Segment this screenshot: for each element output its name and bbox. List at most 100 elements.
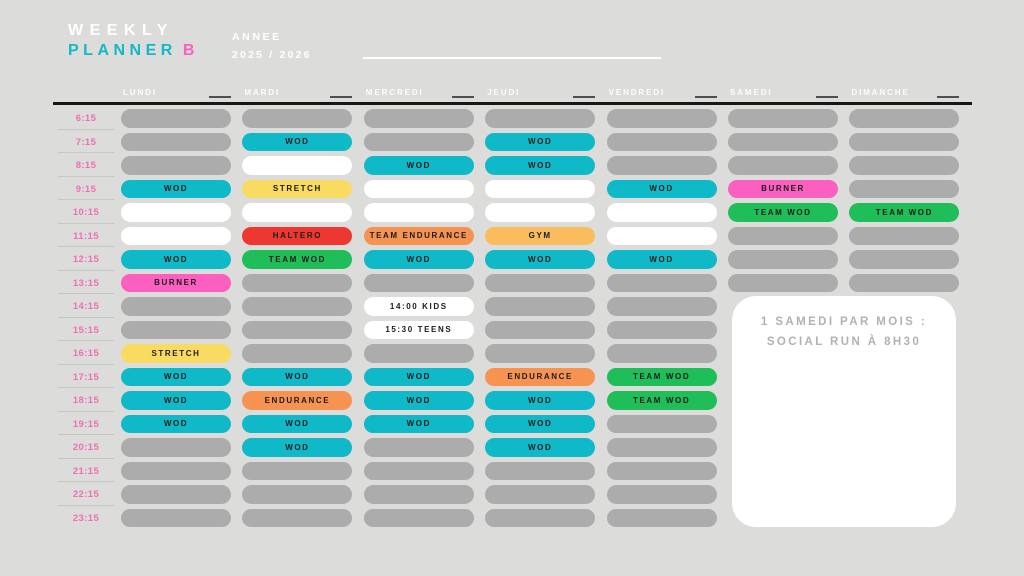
- activity-pill-wod: WOD: [485, 438, 596, 457]
- time-label-615: 6:15: [75, 113, 97, 124]
- activity-pill-wod: WOD: [363, 156, 474, 175]
- note-line-2: SOCIAL RUN À 8H30: [766, 336, 922, 349]
- time-row-separator: [58, 316, 114, 318]
- empty-slot-pill: [485, 461, 596, 480]
- empty-slot-pill: [363, 109, 474, 128]
- time-label-1215: 12:15: [72, 254, 100, 265]
- blank-white-slot-pill: [121, 203, 231, 222]
- time-label-1815: 18:15: [72, 395, 100, 406]
- title-variant-b: B: [182, 42, 195, 59]
- activity-pill-stretch: STRETCH: [121, 344, 231, 363]
- day-header-dash: [937, 96, 960, 98]
- empty-slot-pill: [121, 485, 231, 504]
- day-header-mardi: MARDI: [244, 88, 281, 97]
- empty-slot-pill: [849, 179, 960, 198]
- activity-pill-wod: WOD: [242, 414, 353, 433]
- activity-pill-wod: WOD: [242, 438, 353, 457]
- empty-slot-pill: [121, 156, 231, 175]
- year-label: ANNEE: [232, 31, 282, 43]
- empty-slot-pill: [242, 508, 353, 527]
- blank-white-slot-pill: [606, 226, 717, 245]
- day-header-dash: [330, 96, 353, 98]
- title-planner-text: PLANNER: [68, 42, 177, 59]
- empty-slot-pill: [485, 109, 596, 128]
- time-row-separator: [58, 246, 114, 247]
- time-row-separator: [58, 363, 114, 365]
- day-header-mercredi: MERCREDI: [365, 88, 424, 97]
- activity-pill-team-wod: TEAM WOD: [606, 367, 717, 386]
- activity-pill-wod: WOD: [121, 179, 231, 198]
- empty-slot-pill: [728, 156, 838, 175]
- empty-slot-pill: [485, 273, 596, 292]
- activity-pill-stretch: STRETCH: [242, 179, 353, 198]
- activity-pill-14-00-kids: 14:00 KIDS: [363, 297, 474, 316]
- empty-slot-pill: [849, 156, 960, 175]
- empty-slot-pill: [728, 273, 838, 292]
- empty-slot-pill: [606, 320, 717, 339]
- day-header-dimanche: DIMANCHE: [851, 88, 910, 97]
- empty-slot-pill: [242, 485, 353, 504]
- time-row-separator: [58, 340, 114, 341]
- title-weekly: WEEKLY: [68, 22, 174, 39]
- empty-slot-pill: [363, 438, 474, 457]
- empty-slot-pill: [242, 273, 353, 292]
- header-blank-line: [363, 57, 661, 59]
- activity-pill-wod: WOD: [606, 250, 717, 269]
- empty-slot-pill: [485, 344, 596, 363]
- activity-pill-wod: WOD: [485, 132, 596, 151]
- blank-white-slot-pill: [242, 156, 353, 175]
- empty-slot-pill: [606, 132, 717, 151]
- activity-pill-wod: WOD: [363, 391, 474, 410]
- empty-slot-pill: [121, 438, 231, 457]
- empty-slot-pill: [606, 414, 717, 433]
- header-divider-rule: [53, 102, 972, 105]
- activity-pill-team-wod: TEAM WOD: [606, 391, 717, 410]
- activity-pill-wod: WOD: [121, 250, 231, 269]
- empty-slot-pill: [242, 109, 353, 128]
- activity-pill-15-30-teens: 15:30 TEENS: [363, 320, 474, 339]
- day-header-dash: [209, 96, 231, 98]
- empty-slot-pill: [849, 109, 960, 128]
- activity-pill-wod: WOD: [606, 179, 717, 198]
- year-value: 2025 / 2026: [232, 49, 312, 61]
- title-planner: PLANNER B: [68, 41, 194, 61]
- empty-slot-pill: [728, 226, 838, 245]
- activity-pill-wod: WOD: [121, 391, 231, 410]
- empty-slot-pill: [606, 109, 717, 128]
- blank-white-slot-pill: [485, 179, 596, 198]
- day-header-dash: [694, 96, 717, 98]
- empty-slot-pill: [606, 438, 717, 457]
- activity-pill-team-wod: TEAM WOD: [849, 203, 960, 222]
- time-label-915: 9:15: [75, 183, 97, 195]
- empty-slot-pill: [849, 132, 960, 151]
- time-label-1915: 19:15: [72, 418, 100, 430]
- empty-slot-pill: [121, 297, 231, 316]
- empty-slot-pill: [363, 132, 474, 151]
- empty-slot-pill: [485, 320, 596, 339]
- empty-slot-pill: [606, 297, 717, 316]
- empty-slot-pill: [606, 461, 717, 480]
- blank-white-slot-pill: [363, 179, 474, 198]
- activity-pill-wod: WOD: [485, 414, 596, 433]
- activity-pill-burner: BURNER: [728, 179, 838, 198]
- empty-slot-pill: [606, 508, 717, 527]
- empty-slot-pill: [242, 320, 353, 339]
- time-row-separator: [58, 128, 114, 130]
- time-row-separator: [58, 222, 114, 224]
- empty-slot-pill: [849, 250, 960, 269]
- empty-slot-pill: [121, 132, 231, 151]
- empty-slot-pill: [242, 344, 353, 363]
- empty-slot-pill: [606, 273, 717, 292]
- time-row-separator: [58, 457, 114, 459]
- empty-slot-pill: [363, 508, 474, 527]
- time-label-2315: 23:15: [72, 512, 100, 524]
- activity-pill-wod: WOD: [242, 367, 353, 386]
- activity-pill-wod: WOD: [485, 250, 596, 269]
- planner-title: WEEKLY PLANNER B: [68, 21, 194, 61]
- time-row-separator: [58, 481, 114, 482]
- activity-pill-team-wod: TEAM WOD: [242, 250, 353, 269]
- empty-slot-pill: [849, 226, 960, 245]
- time-row-separator: [58, 387, 114, 388]
- empty-slot-pill: [606, 344, 717, 363]
- time-label-1715: 17:15: [72, 371, 100, 383]
